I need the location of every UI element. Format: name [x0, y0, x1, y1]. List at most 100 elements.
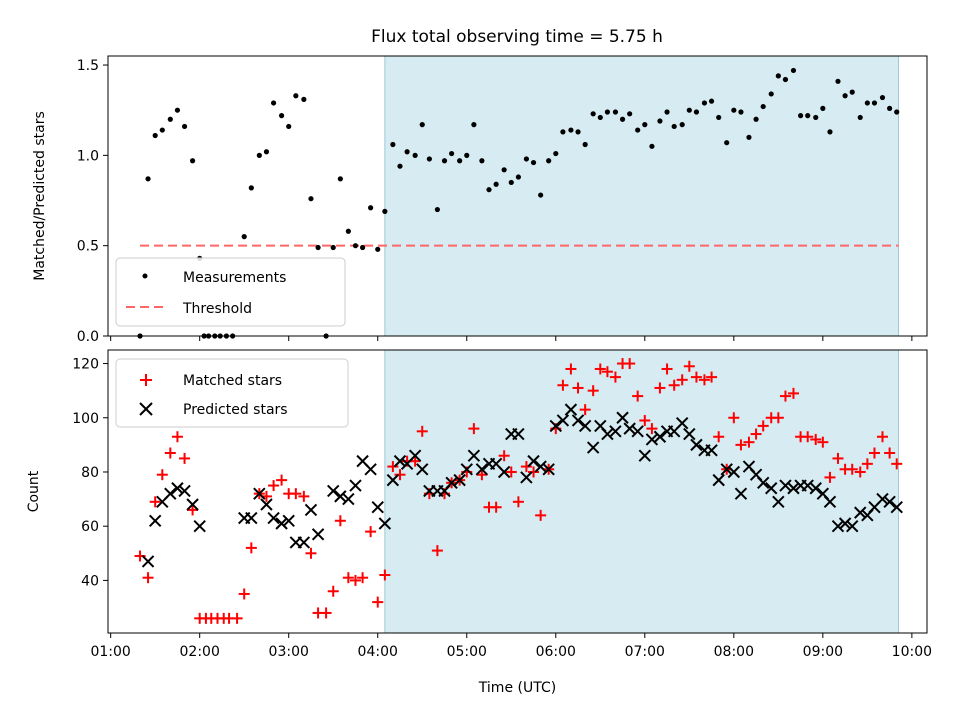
x-tick-label: 01:00	[90, 644, 130, 660]
predicted-point	[549, 419, 562, 433]
legend-top: Measurements Threshold	[115, 257, 346, 327]
measurement-point	[686, 107, 692, 113]
matched-point	[305, 547, 317, 559]
matched-point	[342, 572, 354, 584]
matched-point	[876, 431, 888, 443]
matched-point	[854, 466, 866, 478]
measurement-point	[693, 109, 700, 115]
predicted-point	[260, 498, 273, 511]
matched-point	[505, 466, 517, 478]
matched-point	[557, 379, 569, 391]
y-axis-title-bottom: Count	[26, 470, 42, 512]
measurement-point	[426, 156, 432, 162]
matched-point	[713, 431, 725, 443]
predicted-point	[386, 473, 400, 487]
matched-point	[706, 371, 718, 383]
measurement-point	[575, 129, 581, 135]
matched-point	[512, 496, 524, 508]
measurement-point	[345, 228, 351, 234]
measurement-point	[835, 78, 841, 84]
predicted-point	[772, 495, 785, 509]
measurement-point	[731, 107, 737, 113]
y-tick-label: 120	[72, 357, 99, 373]
matched-point	[520, 461, 532, 473]
legend-matched: Matched stars	[183, 373, 282, 389]
y-axis-ticks-bottom: 40 60 80 100 120	[72, 357, 108, 589]
measurement-point	[308, 196, 314, 202]
matched-point	[683, 360, 695, 372]
matched-point	[772, 412, 784, 424]
predicted-point	[304, 503, 318, 517]
predicted-point	[705, 444, 718, 457]
measurement-point	[248, 185, 254, 191]
y-tick-label: 100	[72, 411, 99, 427]
matched-point	[142, 572, 154, 584]
y-axis-title-top: Matched/Predicted stars	[32, 111, 48, 281]
bottom-panel: 40 60 80 100 120 01:00 02:00 03:00 04:00 05:00 06…	[26, 349, 932, 696]
predicted-point	[734, 487, 748, 500]
matched-point	[187, 504, 199, 516]
predicted-point	[253, 487, 266, 500]
measurement-point	[449, 150, 455, 157]
measurement-point	[486, 187, 492, 193]
matched-point	[327, 585, 339, 597]
measurement-point	[293, 93, 299, 99]
measurement-point	[256, 152, 262, 158]
y-tick-label: 80	[81, 465, 99, 481]
legend-measurements: Measurements	[183, 270, 286, 286]
matched-point	[728, 412, 740, 424]
measurement-point	[508, 179, 514, 186]
matched-point	[349, 574, 361, 586]
predicted-point	[586, 441, 600, 454]
matched-point	[535, 509, 547, 521]
measurement-point	[515, 174, 521, 180]
measurement-point	[301, 96, 307, 102]
measurement-point	[167, 116, 173, 122]
matched-point	[365, 526, 377, 538]
measurement-point	[337, 176, 343, 182]
measurement-point	[159, 127, 165, 133]
predicted-point	[193, 519, 206, 533]
measurement-point	[286, 123, 292, 130]
predicted-point	[787, 482, 800, 495]
matched-point	[572, 382, 584, 394]
measurement-point	[404, 149, 410, 155]
matched-point	[171, 431, 183, 443]
matched-point	[601, 366, 613, 378]
measurement-point	[479, 158, 485, 164]
predicted-point	[311, 528, 325, 541]
y-tick-label: 1.5	[77, 58, 99, 74]
predicted-point	[282, 514, 295, 527]
measurement-point	[568, 127, 574, 133]
predicted-point	[890, 501, 903, 514]
measurement-point	[805, 113, 811, 119]
matched-point	[476, 469, 488, 481]
measurement-point	[263, 149, 270, 155]
measurement-point	[152, 132, 158, 139]
measurement-point	[782, 76, 789, 83]
matched-point	[861, 458, 873, 470]
measurement-point	[813, 114, 819, 121]
measurement-point	[671, 123, 677, 130]
predicted-point	[164, 487, 177, 500]
matched-point	[698, 374, 710, 386]
legend-bottom: Matched stars Predicted stars	[115, 358, 349, 428]
matched-point	[609, 371, 621, 383]
predicted-point	[475, 463, 489, 476]
measurement-point	[708, 98, 715, 104]
predicted-point	[334, 490, 347, 503]
matched-point	[757, 420, 769, 432]
matched-point	[334, 515, 346, 527]
predicted-point	[527, 454, 540, 468]
predicted-point	[823, 495, 837, 509]
matched-point	[817, 436, 829, 448]
legend-measurement-marker	[142, 273, 148, 279]
measurement-point	[820, 105, 826, 111]
predicted-point	[141, 555, 155, 568]
predicted-point	[171, 482, 184, 495]
measurement-point	[627, 111, 633, 117]
matched-point	[528, 466, 540, 478]
predicted-point	[371, 501, 384, 514]
measurement-point	[797, 113, 804, 119]
